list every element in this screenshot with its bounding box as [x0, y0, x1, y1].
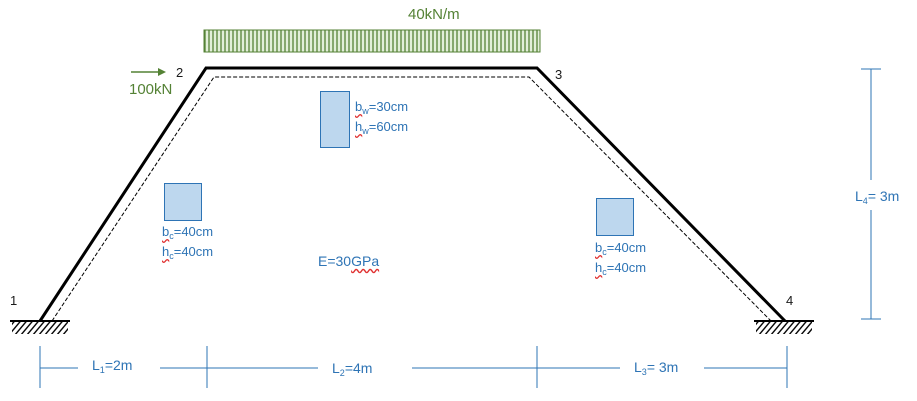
point-load-arrow [131, 68, 166, 76]
frame-dashed-offset [51, 76, 772, 322]
dimension-line-L4 [861, 68, 881, 320]
left-column-section-box [164, 183, 202, 221]
right-column-width-label: bc=40cm [595, 240, 647, 257]
left-column-height-label: hc=40cm [162, 244, 214, 261]
right-column-height-label: hc=40cm [595, 260, 647, 277]
dimension-label-L2: L2=4m [332, 360, 373, 378]
node-label-2: 2 [176, 65, 184, 80]
fixed-support-node-1 [10, 320, 70, 334]
node-label-3: 3 [555, 67, 563, 82]
node-label-1: 1 [10, 293, 18, 308]
dimension-line-horizontal [39, 346, 788, 388]
fixed-support-node-4 [754, 320, 814, 334]
node-label-4: 4 [786, 293, 794, 308]
dimension-label-L3: L3= 3m [634, 359, 679, 377]
distributed-load-label: 40kN/m [408, 6, 460, 23]
point-load-label: 100kN [129, 81, 173, 98]
right-column-section-box [596, 198, 634, 236]
dimension-label-L1: L1=2m [92, 357, 133, 375]
elastic-modulus-label: E=30GPa [318, 253, 380, 269]
beam-width-label: bw=30cm [355, 99, 409, 116]
beam-height-label: hw=60cm [355, 119, 409, 136]
distributed-load-block [203, 29, 541, 53]
dimension-label-L4: L4= 3m [855, 188, 900, 206]
left-column-width-label: bc=40cm [162, 224, 214, 241]
frame-members [38, 66, 787, 323]
beam-section-box [320, 91, 350, 148]
